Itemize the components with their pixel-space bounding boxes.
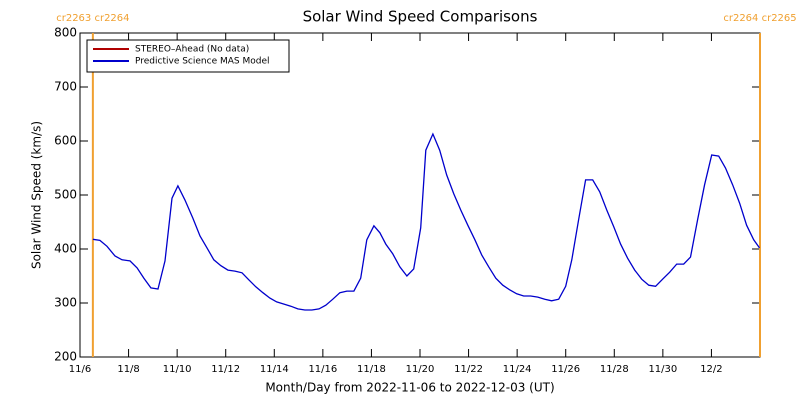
y-tick-label: 700 — [54, 80, 77, 94]
x-tick-label: 11/20 — [406, 364, 435, 375]
carrington-label: cr2264 cr2265 — [723, 13, 796, 24]
y-axis-label: Solar Wind Speed (km/s) — [30, 121, 44, 269]
y-tick-label: 400 — [54, 242, 77, 256]
x-axis-label: Month/Day from 2022-11-06 to 2022-12-03 … — [265, 381, 554, 395]
x-tick-label: 11/14 — [260, 364, 289, 375]
carrington-label: cr2263 cr2264 — [56, 13, 129, 24]
x-tick-label: 11/18 — [357, 364, 386, 375]
x-tick-label: 11/26 — [551, 364, 580, 375]
x-tick-label: 11/8 — [117, 364, 139, 375]
y-tick-label: 500 — [54, 188, 77, 202]
y-tick-label: 200 — [54, 350, 77, 364]
x-tick-label: 11/12 — [211, 364, 240, 375]
y-tick-label: 600 — [54, 134, 77, 148]
x-tick-label: 11/16 — [308, 364, 337, 375]
legend-label: Predictive Science MAS Model — [135, 57, 270, 67]
series-line — [92, 132, 761, 311]
chart-title: Solar Wind Speed Comparisons — [303, 8, 538, 26]
legend-label: STEREO–Ahead (No data) — [135, 45, 249, 55]
x-tick-label: 11/28 — [600, 364, 629, 375]
x-tick-label: 11/30 — [648, 364, 677, 375]
y-tick-label: 800 — [54, 26, 77, 40]
x-tick-label: 11/10 — [163, 364, 192, 375]
x-tick-label: 12/2 — [700, 364, 722, 375]
legend-box — [86, 39, 290, 73]
x-tick-label: 11/6 — [69, 364, 91, 375]
y-tick-label: 300 — [54, 296, 77, 310]
x-tick-label: 11/22 — [454, 364, 483, 375]
x-tick-label: 11/24 — [503, 364, 532, 375]
